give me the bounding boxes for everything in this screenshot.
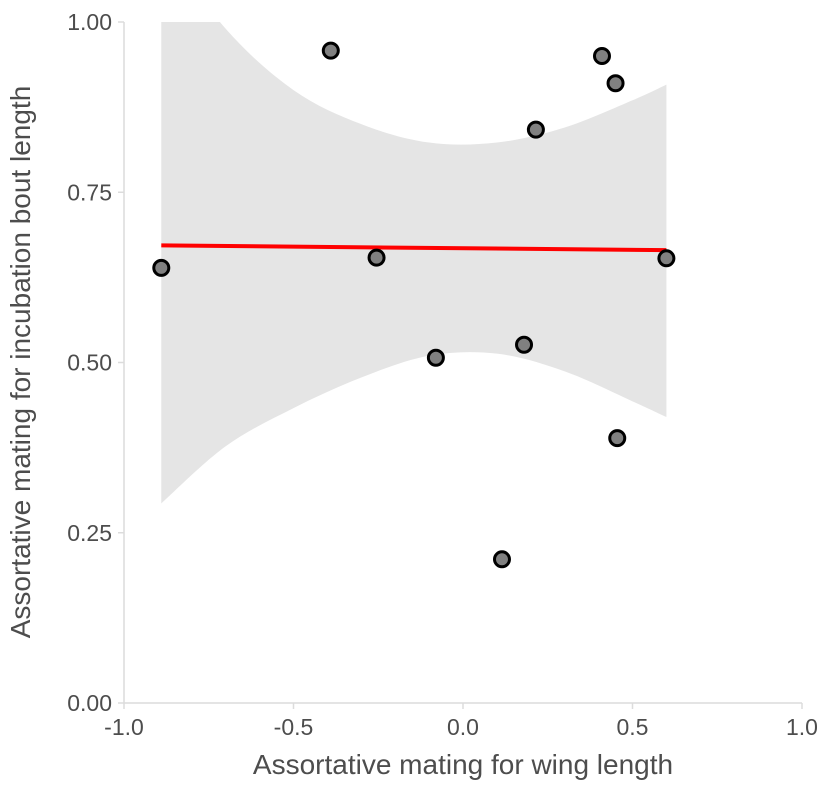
y-axis-title: Assortative mating for incubation bout l… bbox=[5, 86, 36, 639]
confidence-band-layer bbox=[161, 22, 667, 504]
x-tick-label: 0.0 bbox=[447, 714, 479, 740]
x-tick-label: 0.5 bbox=[617, 714, 649, 740]
data-point bbox=[367, 248, 386, 267]
data-point bbox=[606, 74, 625, 93]
data-point bbox=[657, 249, 676, 268]
x-tick-labels: -1.0 -0.5 0.0 0.5 1.0 bbox=[104, 714, 818, 740]
data-point bbox=[526, 120, 545, 139]
y-tick-label: 0.75 bbox=[67, 179, 112, 205]
data-point bbox=[321, 41, 340, 60]
y-tick-labels: 0.00 0.25 0.50 0.75 1.00 bbox=[67, 9, 112, 716]
trend-line-layer bbox=[161, 243, 667, 253]
x-tick-label: -1.0 bbox=[104, 714, 144, 740]
y-tick-label: 0.25 bbox=[67, 520, 112, 546]
x-tick-label: -0.5 bbox=[274, 714, 314, 740]
confidence-band bbox=[161, 22, 667, 504]
points-layer bbox=[152, 41, 676, 569]
data-point bbox=[426, 348, 445, 367]
y-tick-label: 1.00 bbox=[67, 9, 112, 35]
trend-line bbox=[161, 243, 667, 253]
y-tick-label: 0.00 bbox=[67, 690, 112, 716]
y-tick-label: 0.50 bbox=[67, 350, 112, 376]
data-point bbox=[608, 429, 627, 448]
x-axis-title: Assortative mating for wing length bbox=[253, 749, 673, 780]
data-point bbox=[515, 335, 534, 354]
x-tick-label: 1.0 bbox=[786, 714, 818, 740]
data-point bbox=[152, 258, 171, 277]
data-point bbox=[492, 550, 511, 569]
axes-layer bbox=[118, 21, 803, 709]
data-point bbox=[592, 47, 611, 66]
